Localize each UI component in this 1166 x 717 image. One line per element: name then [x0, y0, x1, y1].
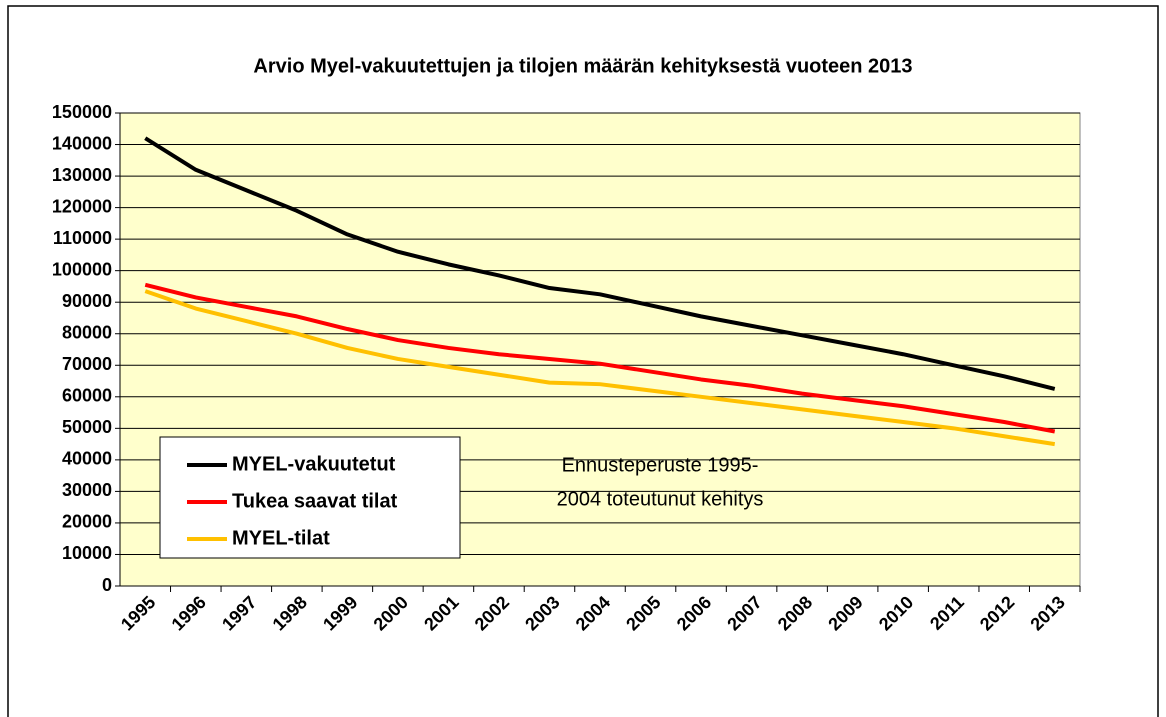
- series-line: [144, 136, 1056, 391]
- y-tick-label: 30000: [62, 480, 112, 500]
- y-tick-label: 110000: [53, 228, 112, 248]
- y-tick-label: 20000: [62, 512, 112, 532]
- legend-label: MYEL-tilat: [232, 527, 330, 549]
- legend-label: MYEL-vakuutetut: [232, 453, 396, 475]
- annotation: 2004 toteutunut kehitys: [557, 488, 764, 510]
- y-tick-label: 140000: [52, 133, 112, 153]
- y-tick-label: 50000: [62, 417, 112, 437]
- y-tick-label: 0: [102, 575, 112, 595]
- y-tick-label: 60000: [62, 386, 112, 406]
- y-tick-label: 80000: [62, 322, 112, 342]
- y-tick-label: 120000: [52, 196, 112, 216]
- y-tick-label: 70000: [62, 354, 112, 374]
- chart-title: Arvio Myel-vakuutettujen ja tilojen määr…: [253, 55, 912, 77]
- y-tick-label: 100000: [52, 259, 112, 279]
- series-line: [144, 282, 1056, 434]
- annotation: Ennusteperuste 1995-: [562, 454, 759, 476]
- y-tick-label: 40000: [62, 449, 112, 469]
- y-tick-label: 90000: [62, 291, 112, 311]
- y-tick-label: 150000: [52, 102, 112, 122]
- legend-label: Tukea saavat tilat: [232, 490, 398, 512]
- series-line: [144, 289, 1056, 447]
- y-tick-label: 130000: [52, 165, 112, 185]
- y-tick-label: 10000: [62, 543, 112, 563]
